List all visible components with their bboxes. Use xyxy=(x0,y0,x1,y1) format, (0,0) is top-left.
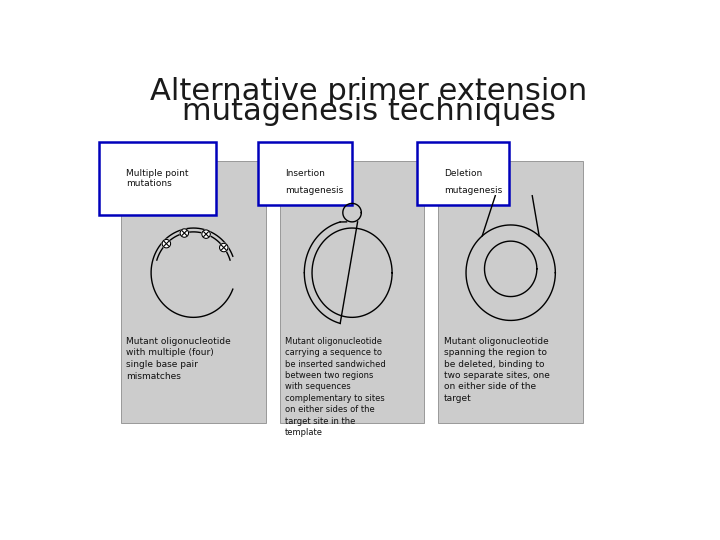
Circle shape xyxy=(202,230,210,238)
Text: Alternative primer extension: Alternative primer extension xyxy=(150,77,588,106)
Text: Insertion: Insertion xyxy=(285,168,325,178)
Bar xyxy=(279,161,425,423)
Text: mutagenesis: mutagenesis xyxy=(444,186,502,195)
Bar xyxy=(121,161,266,423)
Text: Deletion: Deletion xyxy=(444,168,482,178)
Text: mutagenesis: mutagenesis xyxy=(285,186,343,195)
Text: Mutant oligonucleotide
with multiple (four)
single base pair
mismatches: Mutant oligonucleotide with multiple (fo… xyxy=(127,336,231,381)
Text: Mutant oligonucleotide
carrying a sequence to
be inserted sandwiched
between two: Mutant oligonucleotide carrying a sequen… xyxy=(285,336,386,437)
Circle shape xyxy=(162,239,171,248)
Circle shape xyxy=(220,244,228,252)
Text: Multiple point
mutations: Multiple point mutations xyxy=(127,168,189,188)
Text: Mutant oligonucleotide
spanning the region to
be deleted, binding to
two separat: Mutant oligonucleotide spanning the regi… xyxy=(444,336,549,403)
Text: mutagenesis techniques: mutagenesis techniques xyxy=(182,97,556,125)
Circle shape xyxy=(180,229,189,237)
Bar xyxy=(438,161,583,423)
